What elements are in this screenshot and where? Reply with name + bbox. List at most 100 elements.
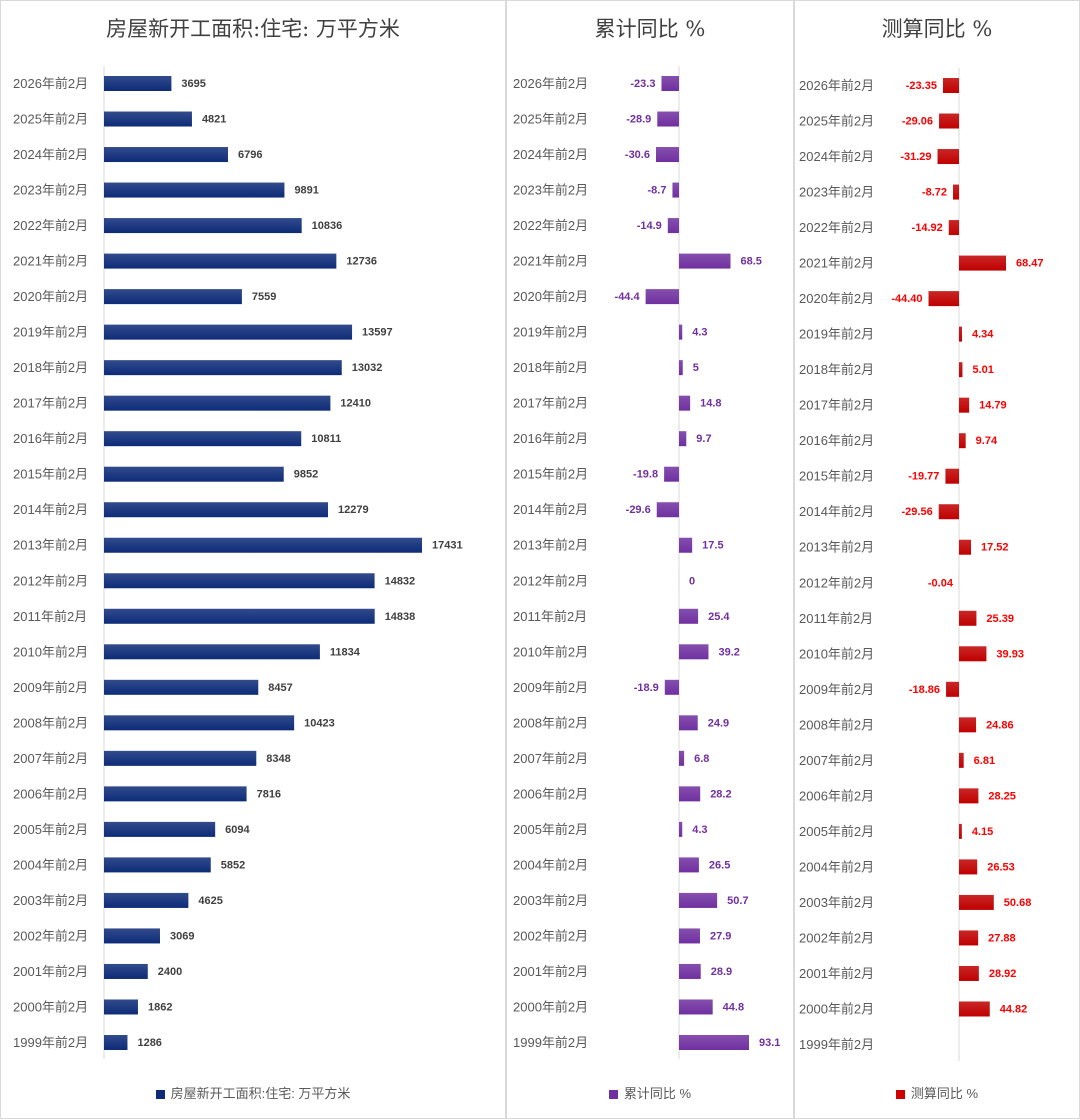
category-tick-label: 2009年前2月 bbox=[799, 682, 874, 697]
bar bbox=[679, 538, 692, 553]
data-label: -14.9 bbox=[637, 220, 662, 232]
bar bbox=[959, 540, 971, 555]
category-tick-label: 1999年前2月 bbox=[13, 1035, 88, 1050]
bar bbox=[104, 183, 284, 198]
data-label: 6094 bbox=[225, 824, 250, 836]
bar bbox=[104, 964, 148, 979]
bar bbox=[679, 1035, 749, 1050]
bar bbox=[104, 857, 211, 872]
data-label: 4.3 bbox=[692, 824, 707, 836]
category-tick-label: 2022年前2月 bbox=[513, 218, 588, 233]
bar bbox=[679, 609, 698, 624]
category-tick-label: 2025年前2月 bbox=[13, 112, 88, 127]
data-label: 9891 bbox=[294, 185, 318, 197]
data-label: -30.6 bbox=[625, 149, 650, 161]
category-tick-label: 2010年前2月 bbox=[13, 644, 88, 659]
bar bbox=[104, 786, 247, 801]
category-tick-label: 2009年前2月 bbox=[513, 680, 588, 695]
data-label: -29.06 bbox=[902, 116, 933, 128]
data-label: 9.74 bbox=[976, 435, 998, 447]
data-label: 6.81 bbox=[974, 755, 995, 767]
data-label: 10836 bbox=[312, 220, 343, 232]
category-tick-label: 2018年前2月 bbox=[513, 360, 588, 375]
bar bbox=[104, 112, 192, 127]
category-tick-label: 2009年前2月 bbox=[13, 680, 88, 695]
category-tick-label: 2016年前2月 bbox=[799, 433, 874, 448]
bar bbox=[104, 76, 171, 91]
category-tick-label: 2013年前2月 bbox=[799, 540, 874, 555]
legend-swatch bbox=[156, 1090, 165, 1099]
bar bbox=[938, 149, 959, 164]
category-tick-label: 2000年前2月 bbox=[13, 999, 88, 1014]
category-tick-label: 2012年前2月 bbox=[799, 575, 874, 590]
bar bbox=[959, 398, 969, 413]
data-label: 39.2 bbox=[718, 646, 739, 658]
category-tick-label: 2019年前2月 bbox=[13, 325, 88, 340]
data-label: 50.68 bbox=[1004, 897, 1032, 909]
category-tick-label: 2007年前2月 bbox=[513, 751, 588, 766]
category-tick-label: 1999年前2月 bbox=[513, 1035, 588, 1050]
data-label: 14.79 bbox=[979, 400, 1007, 412]
category-tick-label: 2014年前2月 bbox=[13, 502, 88, 517]
category-tick-label: 2014年前2月 bbox=[799, 504, 874, 519]
bar bbox=[104, 467, 284, 482]
bar bbox=[104, 644, 320, 659]
data-label: 2400 bbox=[158, 966, 182, 978]
data-label: -23.35 bbox=[906, 80, 937, 92]
category-tick-label: 2008年前2月 bbox=[13, 715, 88, 730]
category-tick-label: 2019年前2月 bbox=[799, 327, 874, 342]
data-label: -29.6 bbox=[626, 504, 651, 516]
bar bbox=[104, 999, 138, 1014]
category-tick-label: 2008年前2月 bbox=[799, 717, 874, 732]
category-tick-label: 2021年前2月 bbox=[13, 254, 88, 269]
data-label: -29.56 bbox=[902, 506, 933, 518]
category-tick-label: 2015年前2月 bbox=[799, 469, 874, 484]
legend-label: 房屋新开工面积:住宅: 万平方米 bbox=[171, 1086, 351, 1101]
data-label: 3069 bbox=[170, 930, 194, 942]
bar bbox=[679, 928, 700, 943]
bar bbox=[679, 999, 713, 1014]
data-label: 26.5 bbox=[709, 859, 730, 871]
bar bbox=[104, 715, 294, 730]
bar bbox=[679, 893, 717, 908]
data-label: -0.04 bbox=[928, 577, 954, 589]
category-tick-label: 2002年前2月 bbox=[13, 928, 88, 943]
data-label: 13032 bbox=[352, 362, 383, 374]
category-tick-label: 2026年前2月 bbox=[13, 76, 88, 91]
category-tick-label: 2002年前2月 bbox=[799, 930, 874, 945]
category-tick-label: 2008年前2月 bbox=[513, 715, 588, 730]
data-label: -44.4 bbox=[615, 291, 641, 303]
bar bbox=[665, 680, 679, 695]
data-label: 10423 bbox=[304, 717, 335, 729]
category-tick-label: 2000年前2月 bbox=[513, 999, 588, 1014]
category-tick-label: 2011年前2月 bbox=[799, 611, 873, 626]
bar bbox=[656, 147, 679, 162]
data-label: 14832 bbox=[385, 575, 416, 587]
bar bbox=[959, 859, 977, 874]
data-label: -19.8 bbox=[633, 469, 658, 481]
category-tick-label: 2025年前2月 bbox=[799, 114, 874, 129]
bar bbox=[661, 76, 679, 91]
category-tick-label: 1999年前2月 bbox=[799, 1037, 874, 1052]
category-tick-label: 2002年前2月 bbox=[513, 928, 588, 943]
category-tick-label: 2016年前2月 bbox=[13, 431, 88, 446]
data-label: 25.4 bbox=[708, 611, 730, 623]
category-tick-label: 2024年前2月 bbox=[13, 147, 88, 162]
category-tick-label: 2024年前2月 bbox=[513, 147, 588, 162]
bar bbox=[943, 78, 959, 93]
bar bbox=[104, 502, 328, 517]
data-label: -44.40 bbox=[891, 293, 922, 305]
category-tick-label: 2007年前2月 bbox=[13, 751, 88, 766]
bar bbox=[104, 751, 256, 766]
data-label: 1862 bbox=[148, 1001, 172, 1013]
bar bbox=[657, 112, 679, 127]
bar bbox=[939, 504, 959, 519]
bar-chart: 2026年前2月-23.352025年前2月-29.062024年前2月-31.… bbox=[795, 1, 1080, 1120]
data-label: 12410 bbox=[340, 398, 371, 410]
data-label: 11834 bbox=[330, 646, 361, 658]
data-label: 5 bbox=[693, 362, 699, 374]
data-label: 26.53 bbox=[987, 861, 1015, 873]
data-label: 8348 bbox=[266, 753, 290, 765]
category-tick-label: 2010年前2月 bbox=[799, 646, 874, 661]
